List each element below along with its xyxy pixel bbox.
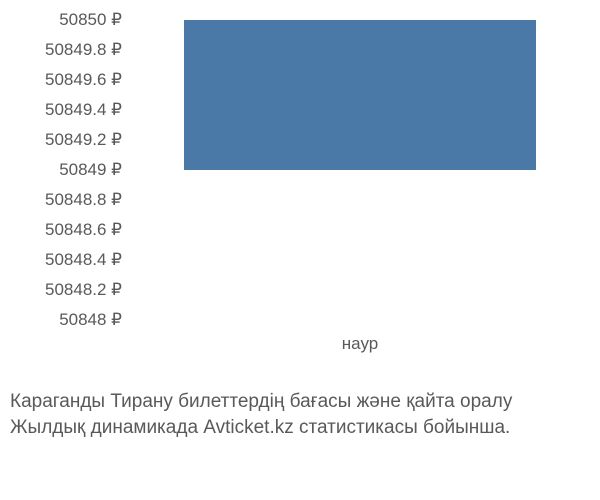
y-tick-label: 50848.6 ₽ bbox=[45, 220, 122, 240]
y-tick-label: 50848.4 ₽ bbox=[45, 250, 122, 270]
chart-container: 50850 ₽ 50849.8 ₽ 50849.6 ₽ 50849.4 ₽ 50849.… bbox=[0, 10, 600, 350]
y-tick-label: 50849.6 ₽ bbox=[45, 70, 122, 90]
y-tick-label: 50849.4 ₽ bbox=[45, 100, 122, 120]
caption-line-2: Жылдық динамикада Avticket.kz статистика… bbox=[10, 415, 600, 442]
chart-caption: Караганды Тирану билеттердің бағасы және… bbox=[0, 389, 600, 442]
x-axis: наур bbox=[140, 330, 580, 360]
y-tick-label: 50849.2 ₽ bbox=[45, 130, 122, 150]
bar bbox=[184, 20, 536, 170]
y-tick-label: 50848.2 ₽ bbox=[45, 280, 122, 300]
y-tick-label: 50850 ₽ bbox=[59, 10, 122, 30]
plot-area bbox=[140, 20, 580, 320]
caption-line-1: Караганды Тирану билеттердің бағасы және… bbox=[10, 389, 600, 416]
y-axis: 50850 ₽ 50849.8 ₽ 50849.6 ₽ 50849.4 ₽ 50849.… bbox=[0, 10, 130, 350]
y-tick-label: 50848.8 ₽ bbox=[45, 190, 122, 210]
y-tick-label: 50849.8 ₽ bbox=[45, 40, 122, 60]
x-tick-label: наур bbox=[342, 334, 378, 354]
y-tick-label: 50849 ₽ bbox=[59, 160, 122, 180]
y-tick-label: 50848 ₽ bbox=[59, 310, 122, 330]
